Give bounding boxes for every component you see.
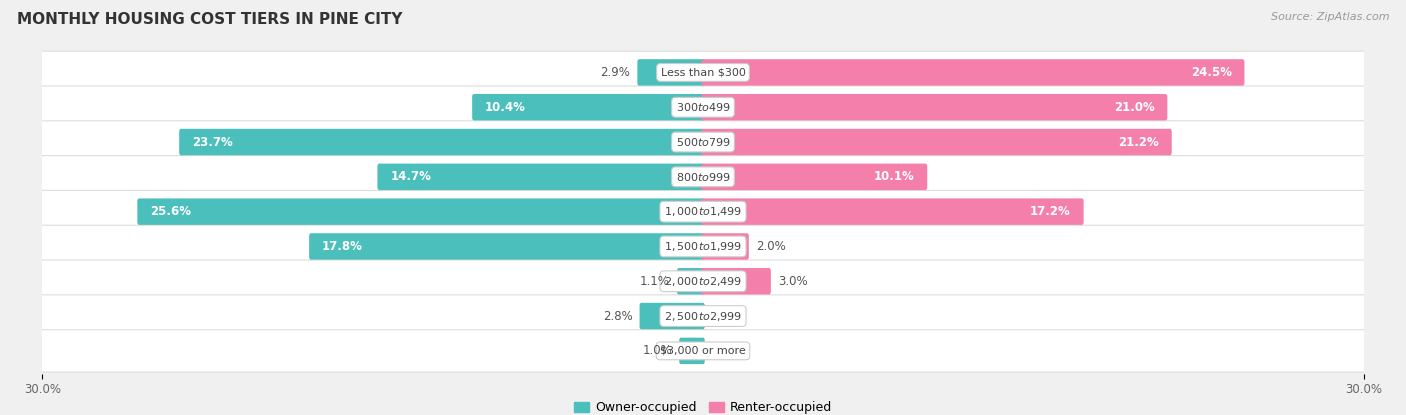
FancyBboxPatch shape [28,225,1378,268]
Text: $2,000 to $2,499: $2,000 to $2,499 [664,275,742,288]
Text: $300 to $499: $300 to $499 [675,101,731,113]
Text: Source: ZipAtlas.com: Source: ZipAtlas.com [1271,12,1389,22]
Text: 1.0%: 1.0% [643,344,672,357]
Text: MONTHLY HOUSING COST TIERS IN PINE CITY: MONTHLY HOUSING COST TIERS IN PINE CITY [17,12,402,27]
Text: 25.6%: 25.6% [150,205,191,218]
FancyBboxPatch shape [702,198,1084,225]
FancyBboxPatch shape [702,129,1171,155]
FancyBboxPatch shape [640,303,704,329]
Text: $2,500 to $2,999: $2,500 to $2,999 [664,310,742,322]
Text: 2.0%: 2.0% [756,240,786,253]
FancyBboxPatch shape [28,121,1378,163]
FancyBboxPatch shape [28,330,1378,372]
FancyBboxPatch shape [679,338,704,364]
Text: $1,000 to $1,499: $1,000 to $1,499 [664,205,742,218]
Text: $800 to $999: $800 to $999 [675,171,731,183]
Text: 2.8%: 2.8% [603,310,633,322]
FancyBboxPatch shape [702,164,927,190]
FancyBboxPatch shape [28,86,1378,129]
FancyBboxPatch shape [179,129,704,155]
FancyBboxPatch shape [678,268,704,295]
FancyBboxPatch shape [138,198,704,225]
FancyBboxPatch shape [472,94,704,120]
Text: 14.7%: 14.7% [391,170,432,183]
FancyBboxPatch shape [28,260,1378,303]
FancyBboxPatch shape [28,51,1378,94]
Legend: Owner-occupied, Renter-occupied: Owner-occupied, Renter-occupied [568,396,838,415]
Text: 1.1%: 1.1% [640,275,669,288]
FancyBboxPatch shape [28,295,1378,337]
Text: Less than $300: Less than $300 [661,67,745,78]
Text: 24.5%: 24.5% [1191,66,1232,79]
FancyBboxPatch shape [309,233,704,260]
Text: 21.0%: 21.0% [1114,101,1154,114]
Text: $3,000 or more: $3,000 or more [661,346,745,356]
Text: $500 to $799: $500 to $799 [675,136,731,148]
Text: 2.9%: 2.9% [600,66,630,79]
Text: 21.2%: 21.2% [1118,136,1159,149]
Text: 17.8%: 17.8% [322,240,363,253]
Text: 3.0%: 3.0% [778,275,807,288]
FancyBboxPatch shape [702,268,770,295]
Text: 17.2%: 17.2% [1031,205,1071,218]
FancyBboxPatch shape [28,190,1378,233]
FancyBboxPatch shape [377,164,704,190]
FancyBboxPatch shape [702,94,1167,120]
Text: $1,500 to $1,999: $1,500 to $1,999 [664,240,742,253]
FancyBboxPatch shape [28,156,1378,198]
FancyBboxPatch shape [702,233,749,260]
Text: 23.7%: 23.7% [193,136,233,149]
FancyBboxPatch shape [637,59,704,85]
Text: 10.1%: 10.1% [873,170,914,183]
Text: 10.4%: 10.4% [485,101,526,114]
FancyBboxPatch shape [702,59,1244,85]
